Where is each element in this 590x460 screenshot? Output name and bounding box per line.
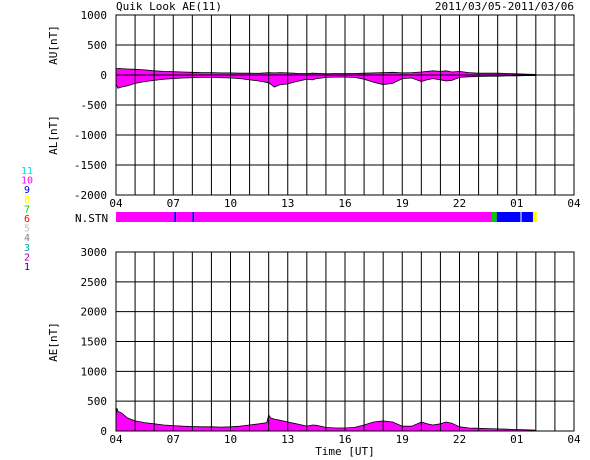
y-tick-label: 2500	[81, 276, 108, 289]
x-axis-label: Time [UT]	[315, 445, 375, 458]
nstn-segment	[521, 212, 533, 222]
x-tick-label: 07	[167, 197, 180, 210]
x-tick-label: 04	[109, 433, 123, 446]
y-tick-label: 1000	[81, 365, 108, 378]
station-legend-number: 1	[24, 262, 30, 273]
y-tick-label: 1500	[81, 336, 108, 349]
au-al-y-ticks: 1000 500 0 -500 -1000 -1500 -2000	[74, 9, 107, 202]
x-tick-label: 13	[281, 433, 294, 446]
nstn-segment	[532, 212, 537, 222]
y-tick-label: 500	[87, 39, 107, 52]
nstn-bar	[116, 212, 537, 222]
ae-x-ticks: 04 07 10 13 16 19 22 01 04	[109, 433, 581, 446]
station-legend-number: 9	[24, 185, 30, 196]
nstn-segment	[174, 212, 177, 222]
x-tick-label: 04	[109, 197, 123, 210]
station-legend-number: 5	[24, 224, 30, 235]
station-legend-number: 6	[24, 214, 30, 225]
x-tick-label: 10	[224, 433, 237, 446]
station-legend-number: 11	[21, 166, 33, 177]
x-tick-label: 16	[338, 433, 351, 446]
ae-frame	[115, 251, 575, 432]
station-legend-number: 3	[24, 243, 30, 254]
y-tick-label: 0	[100, 69, 107, 82]
nstn-segment	[496, 212, 521, 222]
y-tick-label: 1000	[81, 9, 108, 22]
x-tick-label: 19	[396, 433, 409, 446]
al-axis-label: AL[nT]	[47, 115, 60, 155]
station-legend-number: 10	[21, 176, 33, 187]
ae-series-area	[115, 408, 537, 432]
au-series	[115, 67, 537, 76]
nstn-segment	[194, 212, 492, 222]
nstn-segment	[192, 212, 195, 222]
x-tick-label: 07	[167, 433, 180, 446]
x-tick-label: 13	[281, 197, 294, 210]
x-tick-label: 19	[396, 197, 409, 210]
station-legend-number: 4	[24, 233, 30, 244]
x-tick-label: 10	[224, 197, 237, 210]
nstn-label: N.STN	[75, 212, 108, 225]
y-tick-label: 500	[87, 395, 107, 408]
station-legend-number: 2	[24, 252, 30, 263]
y-tick-label: -1000	[74, 129, 107, 142]
au-axis-label: AU[nT]	[47, 25, 60, 65]
ae-grid	[116, 252, 574, 431]
y-tick-label: -2000	[74, 189, 107, 202]
y-tick-label: 0	[100, 425, 107, 438]
x-tick-label: 22	[453, 433, 466, 446]
nstn-segment	[491, 212, 497, 222]
station-legend-number: 7	[24, 204, 30, 215]
x-tick-label: 22	[453, 197, 466, 210]
x-tick-label: 16	[338, 197, 351, 210]
date-range: 2011/03/05-2011/03/06	[435, 0, 574, 13]
y-tick-label: -500	[81, 99, 108, 112]
au-al-x-ticks: 04 07 10 13 16 19 22 01 04	[109, 197, 581, 210]
x-tick-label: 04	[567, 433, 581, 446]
au-al-frame	[115, 14, 575, 196]
au-al-panel: 1000 500 0 -500 -1000 -1500 -2000 04 07 10 13 16 19…	[47, 9, 581, 210]
x-tick-label: 01	[510, 433, 523, 446]
nstn-segment	[520, 212, 522, 222]
x-tick-label: 01	[510, 197, 523, 210]
station-legend-number: 8	[24, 195, 30, 206]
x-tick-label: 04	[567, 197, 581, 210]
ae-axis-label: AE[nT]	[47, 322, 60, 362]
ae-series	[115, 408, 537, 432]
y-tick-label: -1500	[74, 159, 107, 172]
ae-y-ticks: 3000 2500 2000 1500 1000 500 0	[81, 246, 108, 438]
au-al-grid	[116, 15, 574, 195]
y-tick-label: 3000	[81, 246, 108, 259]
nstn-segment	[116, 212, 175, 222]
y-tick-label: 2000	[81, 306, 108, 319]
chart-title: Quik Look AE(11)	[116, 0, 222, 13]
al-series	[115, 74, 537, 89]
nstn-segment	[176, 212, 193, 222]
